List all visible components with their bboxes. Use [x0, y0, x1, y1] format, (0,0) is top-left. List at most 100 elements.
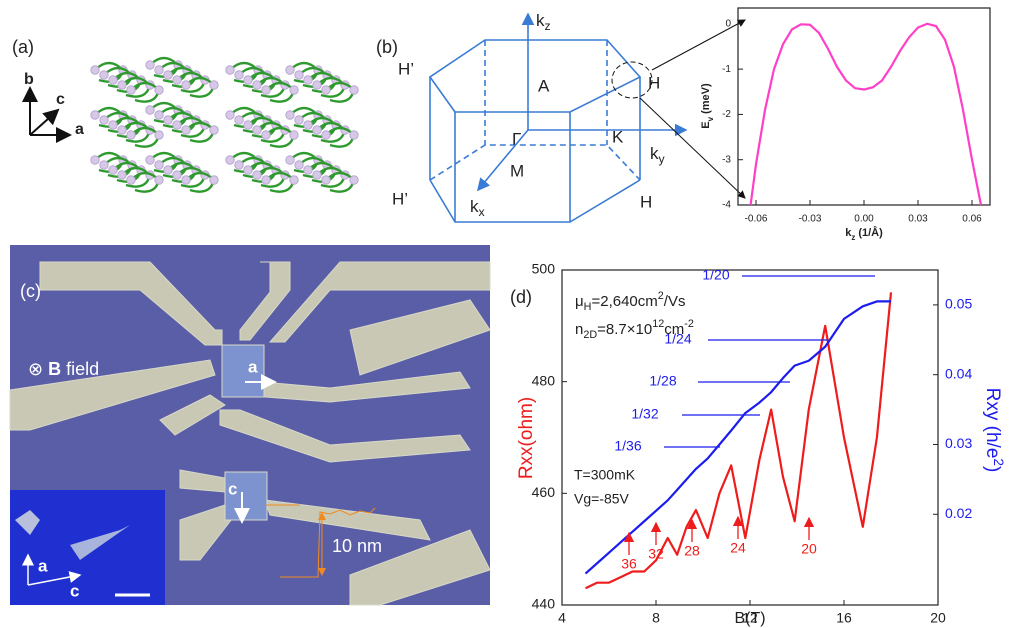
crystal-axes	[22, 86, 72, 143]
axis-label: c	[56, 91, 65, 108]
atom	[312, 170, 322, 180]
text-part: )	[982, 466, 1003, 472]
crystal	[90, 56, 359, 193]
atom	[285, 155, 295, 165]
atom	[261, 175, 271, 185]
atom	[321, 130, 331, 140]
filling-label: 20	[801, 541, 817, 557]
point-label: H	[648, 73, 660, 92]
point-label: M	[510, 161, 524, 180]
y2-tick-label: 0.03	[945, 435, 972, 451]
panel-label: (d)	[510, 287, 532, 307]
atom	[285, 65, 295, 75]
field-label: ⊗ B field	[28, 359, 99, 379]
x-tick-label: 0.00	[854, 214, 874, 225]
atom	[145, 105, 155, 115]
atom	[126, 175, 136, 185]
text-part: B	[48, 359, 61, 379]
plateau-label: 1/24	[664, 331, 691, 347]
text-part: μ	[575, 293, 584, 310]
y-axis-label: Ev (meV)	[700, 83, 715, 129]
inset-axis-label: a	[38, 556, 48, 575]
atom	[209, 80, 219, 90]
atom	[108, 75, 118, 85]
atom	[117, 125, 127, 135]
text-part: z	[545, 19, 551, 33]
plateau-label: 1/28	[649, 373, 676, 389]
atom	[108, 120, 118, 130]
atom	[349, 85, 359, 95]
text-part: =8.7×10	[597, 321, 652, 338]
x-tick-label: 4	[558, 610, 566, 626]
point-label: H’	[392, 189, 408, 208]
atom	[163, 115, 173, 125]
atom	[285, 110, 295, 120]
axis-label: b	[24, 71, 34, 88]
atom	[154, 160, 164, 170]
atom	[261, 85, 271, 95]
atom	[294, 115, 304, 125]
atom	[126, 85, 136, 95]
brillouin-zone	[428, 12, 688, 223]
atom	[209, 125, 219, 135]
atom	[303, 120, 313, 130]
text-part: ⊗	[28, 359, 48, 379]
atom	[289, 130, 299, 140]
atom	[252, 170, 262, 180]
annotation: Vg=-85V	[574, 491, 630, 507]
text-part: x	[479, 205, 485, 219]
y2-tick-label: 0.05	[945, 296, 972, 312]
text-part: 2D	[583, 329, 597, 341]
y2-tick-label: 0.04	[945, 365, 972, 381]
text-part: E	[700, 121, 712, 128]
atom	[349, 175, 359, 185]
point-label: H	[640, 192, 652, 211]
text-part: Rxy (h/e	[982, 388, 1003, 459]
atom	[252, 125, 262, 135]
atom	[303, 75, 313, 85]
atom	[294, 70, 304, 80]
direction-label: c	[228, 479, 237, 498]
atom	[172, 170, 182, 180]
point-label: H’	[398, 59, 414, 78]
point-label: K	[612, 127, 624, 146]
annotation: T=300mK	[574, 467, 636, 483]
atom	[163, 70, 173, 80]
atom	[243, 75, 253, 85]
atom	[99, 160, 109, 170]
atom	[99, 70, 109, 80]
text-part: cm	[664, 321, 684, 338]
atom	[154, 85, 164, 95]
pointer	[651, 19, 746, 71]
text-part: v	[706, 116, 715, 121]
atom	[303, 165, 313, 175]
atom	[172, 120, 182, 130]
atom	[243, 120, 253, 130]
atom	[289, 175, 299, 185]
axis-label: ky	[650, 144, 666, 166]
atom	[145, 60, 155, 70]
text-part: k	[536, 11, 545, 30]
x-tick-label: -0.06	[745, 214, 768, 225]
x-tick-label: 12	[742, 610, 758, 626]
x-tick-label: -0.03	[799, 214, 822, 225]
text-part: (1/Å)	[855, 226, 883, 239]
text-part: field	[61, 359, 99, 379]
y-tick-label: 480	[532, 372, 556, 388]
atom	[234, 115, 244, 125]
atom	[252, 80, 262, 90]
atom	[117, 80, 127, 90]
atom	[321, 175, 331, 185]
atom	[117, 170, 127, 180]
atom	[225, 110, 235, 120]
text-part: 2	[991, 458, 1006, 466]
y-tick-label: -4	[722, 200, 731, 211]
atom	[154, 65, 164, 75]
pointer	[639, 97, 746, 199]
atom	[234, 160, 244, 170]
filling-label: 32	[648, 546, 664, 562]
y-axis-label: Rxx(ohm)	[516, 397, 537, 479]
atom	[108, 165, 118, 175]
atom	[90, 155, 100, 165]
plateau-label: 1/20	[702, 267, 729, 283]
